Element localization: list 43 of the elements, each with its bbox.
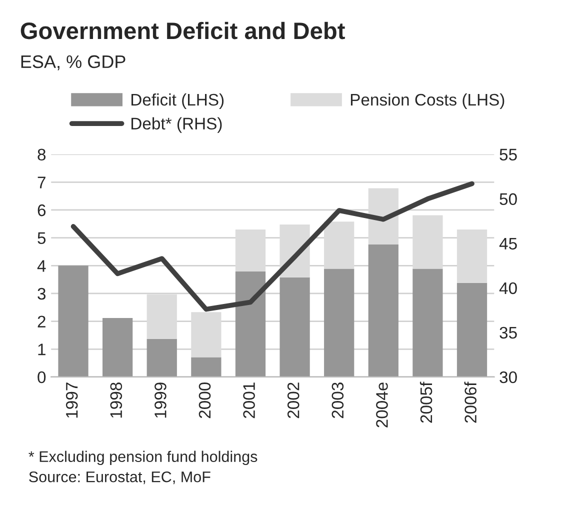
bar	[146, 338, 177, 377]
chart-subtitle: ESA, % GDP	[21, 55, 126, 70]
source-note: Source: Eurostat, EC, MoF	[29, 471, 210, 484]
legend-label: Deficit (LHS)	[132, 93, 224, 109]
bar	[412, 268, 443, 377]
y2-tick-label: 55	[500, 148, 517, 161]
y2-tick-label: 30	[500, 371, 517, 384]
x-tick-label: 2002	[287, 382, 300, 418]
text: * Excluding pension fund holdings	[28, 450, 258, 466]
y2-tick-label: 45	[499, 238, 517, 250]
bar	[368, 244, 398, 377]
bar	[456, 282, 488, 377]
bar	[280, 277, 310, 377]
y2-tick-label: 50	[500, 193, 517, 206]
y2-tick-label: 40	[499, 282, 517, 294]
y-tick-label: 6	[38, 204, 46, 216]
x-tick-label: 2003	[332, 382, 344, 418]
bar	[324, 268, 354, 377]
x-tick-label: 1998	[110, 382, 122, 418]
chart-title: Government Deficit and Debt	[20, 22, 345, 40]
x-tick-label: 2005f	[420, 382, 432, 423]
bar	[102, 318, 133, 377]
y-tick-label: 2	[38, 316, 46, 328]
x-tick-label: 2001	[243, 382, 255, 418]
x-tick-label: 2004e	[376, 382, 388, 428]
y-tick-label: 5	[38, 232, 46, 244]
y-tick-label: 8	[38, 148, 46, 161]
x-tick-label: 2006f	[464, 382, 476, 423]
y-tick-label: 0	[38, 371, 46, 384]
y2-tick-label: 35	[500, 326, 517, 339]
y-tick-label: 1	[38, 344, 46, 356]
y-tick-label: 7	[38, 176, 46, 188]
x-tick-label: 1997	[66, 382, 78, 418]
y-tick-label: 4	[37, 260, 46, 272]
x-tick-label: 1999	[154, 382, 166, 418]
bar	[58, 266, 88, 377]
bar	[191, 357, 222, 377]
x-tick-label: 2000	[198, 382, 211, 418]
legend-label: Debt* (RHS)	[132, 117, 222, 133]
legend-label: Pension Costs (LHS)	[350, 93, 504, 109]
line-series	[70, 181, 474, 312]
bar	[235, 271, 266, 377]
y-tick-label: 3	[38, 288, 46, 300]
